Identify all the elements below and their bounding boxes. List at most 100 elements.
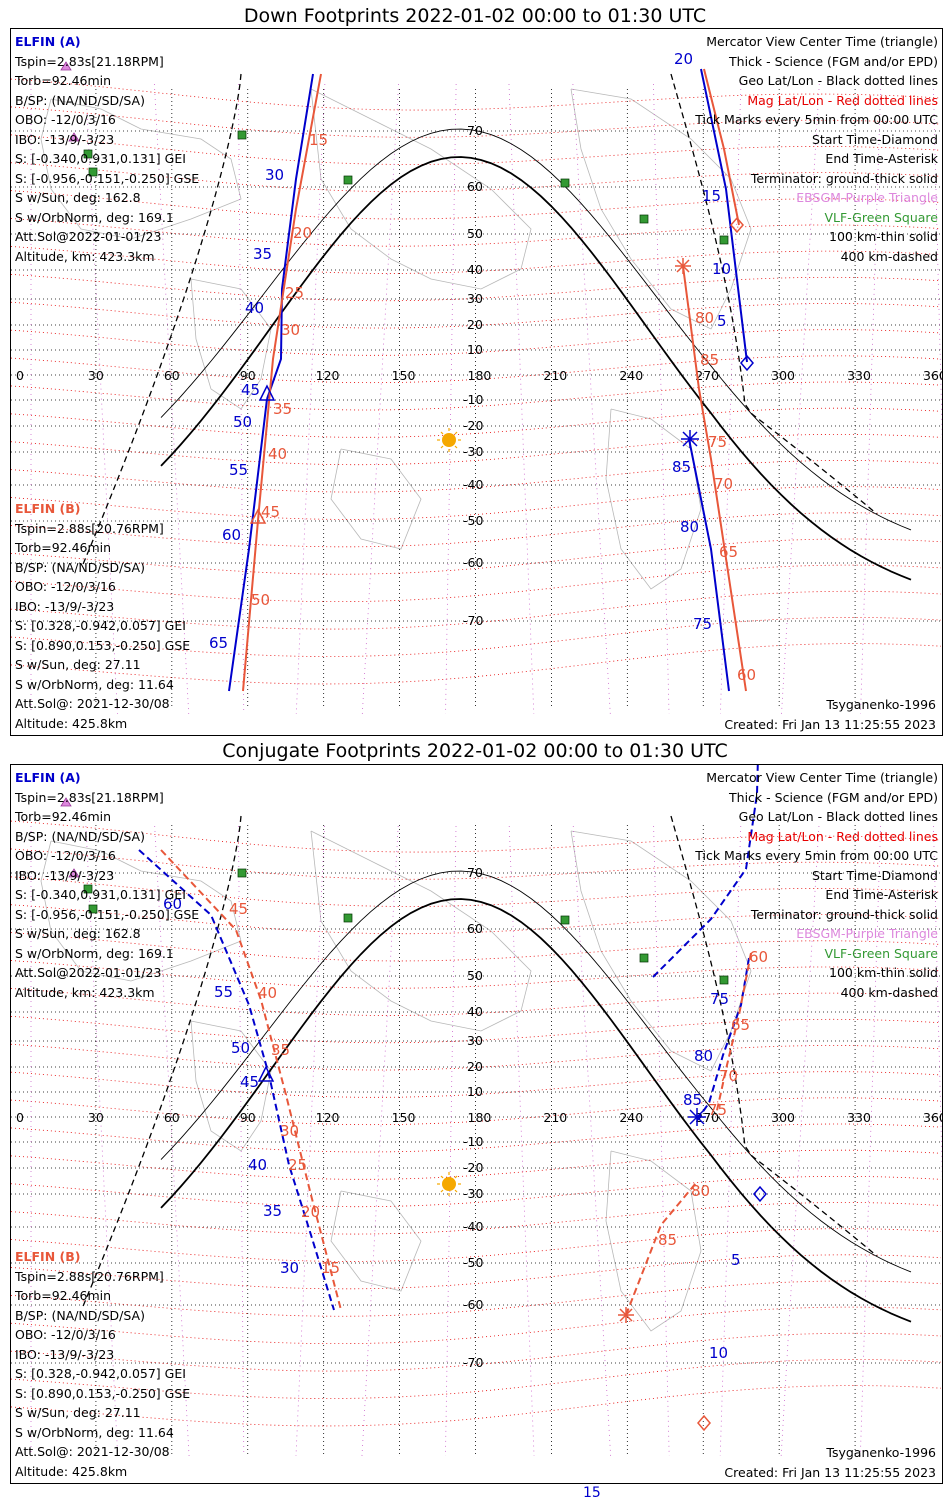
mag-meridian [508,825,535,1457]
elfin-b-end-asterisk [675,258,691,274]
latitude-label: 30 [467,1033,483,1048]
longitude-label: 90 [240,368,256,383]
elfin-a-start-diamond [753,1185,767,1203]
tick-label-a: 85 [672,458,691,476]
info-line: Altitude: 425.8km [15,715,128,731]
latitude-label: 10 [467,342,483,357]
mag-meridian [295,83,326,715]
mag-meridian [781,83,820,715]
info-line: S: [0.328,-0.942,0.057] GEI [15,618,186,633]
mag-parallel [11,1071,942,1098]
mag-parallel [11,960,942,989]
legend-geo: Geo Lat/Lon - Black dotted lines [738,809,938,824]
tick-label-b: 40 [258,984,277,1002]
longitude-label: 330 [847,368,871,383]
legend-ticks: Tick Marks every 5min from 00:00 UTC [695,848,938,863]
ebsgm-triangle [68,868,80,878]
tick-label-b: 85 [700,351,719,369]
elfin-b-track-east [682,265,747,692]
info-line: IBO: -13/9/-3/23 [15,598,115,614]
elfin-a-conj-track-west [138,849,335,1311]
map-panel-down: 0 30 60 90 120 150 180 210 240 270 300 330 360 70 60 50… [10,28,943,736]
longitude-label: 330 [847,1110,871,1125]
elfin-a-view-triangle [257,1065,275,1082]
tick-label-b: 80 [691,1182,710,1200]
info-line: IBO: -13/9/-3/23 [15,867,115,883]
elfin-a-start-diamond [740,354,754,372]
land-outline [570,88,752,330]
legend-400km: 400 km-dashed [840,248,938,264]
land-outline [310,830,532,1032]
info-line: Torb=92.46min [15,73,112,88]
info-line: S w/Sun, deg: 162.8 [15,926,141,941]
longitude-label: 360 [923,368,942,383]
legend-start: Start Time-Diamond [811,131,938,147]
mag-parallel [11,848,942,880]
sun-icon [437,1172,461,1196]
tick-label-b: 45 [229,900,248,918]
info-line: Tspin=2.83s[21.18RPM] [15,789,164,805]
tick-label-b: 30 [280,1122,299,1140]
tick-label-a: 60 [163,895,182,913]
elfin-a-track-south [228,398,268,692]
latitude-label: -70 [463,1355,483,1370]
tick-label-b: 15 [321,1259,340,1277]
longitude-label: 180 [468,1110,492,1125]
info-line: Att.Sol@: 2021-12-30/08 [15,696,170,711]
map-panel-conjugate: 0306090120150180210240270300330360706050… [10,764,943,1484]
mag-meridian [445,825,457,1457]
tick-label-a: 40 [248,1156,267,1174]
model-label: Tsyganenko-1996 [826,697,936,712]
mag-parallel [11,301,942,329]
mag-parallel [11,273,942,302]
mag-meridian [653,825,670,1457]
mag-meridian [933,825,942,1181]
mag-parallel [11,246,942,274]
ebsgm-triangle-2 [60,61,72,71]
longitude-label: 0 [16,1110,24,1125]
tick-label-b: 75 [708,1101,727,1119]
legend-view: Mercator View Center Time (triangle) [706,34,938,49]
longitude-label: 120 [316,1110,340,1125]
terminator-400km-east [670,815,878,1257]
elfin-a-header: ELFIN (A) [15,770,81,785]
mag-parallel [11,106,942,138]
legend-end: End Time-Asterisk [825,887,938,902]
elfin-b-end-asterisk [618,1307,634,1323]
tick-label-a: 50 [231,1039,250,1057]
land-outline [190,278,272,410]
tick-label-b: 20 [301,1203,320,1221]
mag-parallel [11,190,942,220]
legend-100km: 100 km-thin solid [829,229,938,244]
elfin-a-track-north [266,73,314,400]
mag-parallel [11,218,942,247]
mag-parallel [11,381,942,411]
longitude-label: 240 [619,1110,643,1125]
elfin-a-conj-track-east-north [696,957,750,1121]
tick-label-a: 20 [674,50,693,68]
mag-meridian [85,83,118,715]
latitude-label: 50 [467,968,483,983]
latitude-label: -50 [463,1255,483,1270]
elfin-b-conj-track-east [625,1182,697,1316]
latitude-label: -30 [463,444,483,459]
info-line: S: [-0.956,-0.151,-0.250] GSE [15,906,200,922]
longitude-label: 90 [240,1110,256,1125]
mag-parallel [11,904,942,935]
elfin-a-info: ELFIN (A) Tspin=2.83s[21.18RPM] Torb=92.… [15,768,199,1002]
mag-parallel [11,820,942,853]
tick-label-b: 40 [268,445,287,463]
info-line: Tspin=2.88s[20.76RPM] [15,1268,164,1284]
info-line: OBO: -12/0/3/16 [15,112,116,127]
tick-label-a: 75 [710,990,729,1008]
elfin-b-track-west [242,73,322,692]
elfin-b-conj-track-west [160,849,342,1311]
elfin-b-start-diamond [697,1414,711,1432]
legend-ebsgm: EBSGM-Purple Triangle [796,926,938,941]
tick-label-a: 75 [693,615,712,633]
latitude-label: 70 [467,865,483,880]
mag-parallel [11,134,942,165]
land-outline [190,1020,272,1152]
terminator-400km-east [670,73,878,515]
elfin-b-info: ELFIN (B) Tspin=2.88s[20.76RPM] Torb=92.… [15,499,190,733]
